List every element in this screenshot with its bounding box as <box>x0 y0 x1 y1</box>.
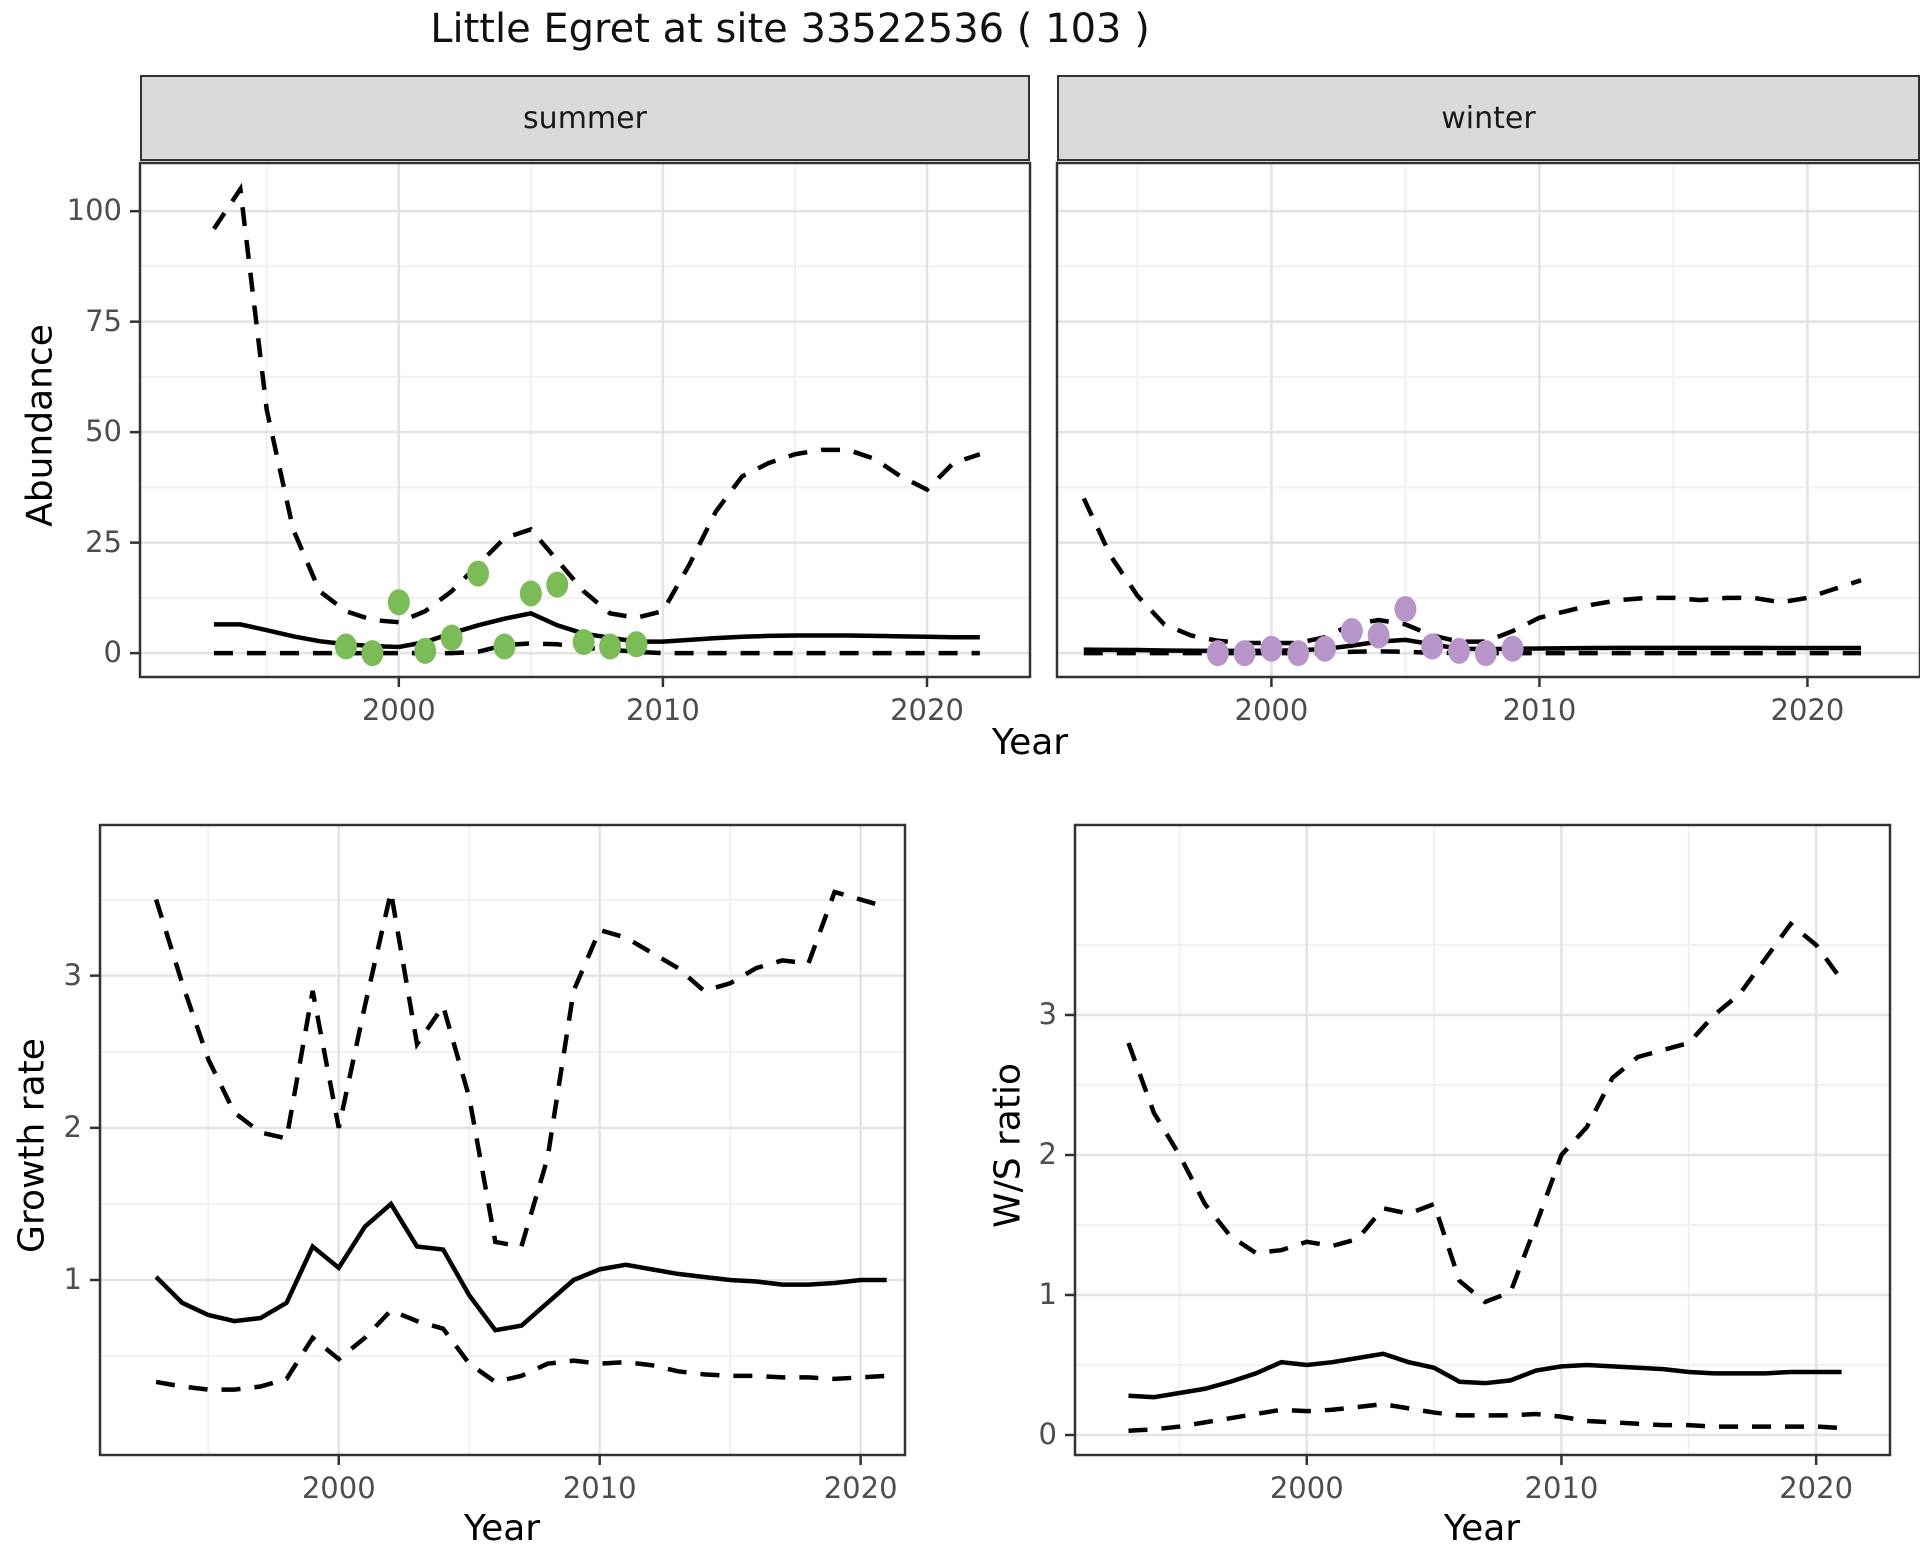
abundance-summer-x-tick-label: 2020 <box>890 693 964 727</box>
growth-rate-y-tick-label: 3 <box>63 957 82 992</box>
growth-rate-fitted-line <box>154 1200 887 1333</box>
abundance-summer-y-tick-label: 50 <box>85 414 122 449</box>
observed-summer-point <box>625 631 648 658</box>
observed-winter-point <box>1206 640 1229 667</box>
abundance-summer-y-tick-label: 25 <box>85 524 122 559</box>
observed-winter-point <box>1287 640 1310 667</box>
observed-summer-point <box>467 560 490 587</box>
observed-summer-point <box>572 629 595 656</box>
growth-rate-y-tick-label: 2 <box>63 1109 82 1144</box>
abundance-summer-x-tick-label: 2000 <box>361 693 436 727</box>
abundance-winter-upper_ci-line <box>1081 497 1862 646</box>
observed-winter-point <box>1340 618 1363 645</box>
abundance-summer-lower_ci-line <box>213 641 980 656</box>
observed-winter-point <box>1260 635 1283 662</box>
observed-winter-point <box>1501 635 1524 662</box>
abundance-summer-y-tick-label: 100 <box>66 193 122 228</box>
observed-winter-point <box>1233 640 1256 667</box>
observed-summer-point <box>599 633 622 660</box>
abundance-winter-x-tick-label: 2010 <box>1502 693 1577 727</box>
observed-winter-point <box>1448 637 1471 664</box>
observed-summer-point <box>387 589 410 616</box>
growth-rate-x-tick-label: 2020 <box>823 1471 898 1505</box>
ws-ratio-lower_ci-line <box>1128 1401 1842 1434</box>
observed-summer-point <box>334 633 357 660</box>
ws-ratio-y-tick-label: 3 <box>1038 996 1057 1031</box>
facet-strip-summer: summer <box>140 75 1030 161</box>
growth-rate-x-tick-label: 2010 <box>562 1471 637 1505</box>
ws-ratio-y-tick-label: 1 <box>1038 1276 1057 1311</box>
abundance-summer-y-tick-label: 75 <box>85 303 122 338</box>
abundance-winter-panel <box>1055 161 1920 687</box>
observed-winter-point <box>1421 633 1444 660</box>
observed-winter-point <box>1394 595 1417 622</box>
facet-strip-winter-label: winter <box>1441 100 1536 136</box>
growth-rate-panel <box>90 823 907 1465</box>
bottom-right-x-axis-title: Year <box>1443 1508 1521 1549</box>
growth-rate-upper_ci-line <box>153 889 888 1250</box>
observed-summer-point <box>440 624 463 651</box>
abundance-summer-y-tick-label: 0 <box>103 635 122 670</box>
observed-winter-point <box>1367 622 1390 649</box>
growth-rate-lower_ci-line <box>155 1307 887 1392</box>
observed-summer-point <box>519 580 542 607</box>
observed-summer-point <box>361 640 384 667</box>
growth-rate-y-tick-label: 1 <box>63 1262 82 1296</box>
observed-summer-point <box>414 637 437 664</box>
ws-ratio-panel <box>1065 823 1892 1465</box>
abundance-summer-panel <box>130 161 1032 687</box>
ws-ratio-upper_ci-line <box>1126 920 1844 1305</box>
page-title: Little Egret at site 33522536 ( 103 ) <box>430 6 1150 52</box>
facet-strip-summer-label: summer <box>523 100 647 136</box>
abundance-summer-x-tick-label: 2010 <box>626 693 700 727</box>
top-x-axis-title: Year <box>991 722 1069 763</box>
ws-ratio-fitted-line <box>1128 1351 1842 1400</box>
bottom-left-x-axis-title: Year <box>463 1508 541 1549</box>
ws-ratio-x-tick-label: 2000 <box>1269 1471 1344 1505</box>
observed-winter-point <box>1474 640 1497 667</box>
ws-ratio-x-tick-label: 2010 <box>1524 1471 1599 1505</box>
ws-ratio-y-tick-label: 2 <box>1038 1136 1057 1171</box>
abundance-winter-x-tick-label: 2020 <box>1770 693 1845 727</box>
abundance-winter-x-tick-label: 2000 <box>1234 693 1309 727</box>
facet-strip-winter: winter <box>1057 75 1920 161</box>
ws-ratio-y-tick-label: 0 <box>1038 1416 1057 1451</box>
abundance-summer-upper_ci-line <box>212 182 981 625</box>
ws-ratio-x-tick-label: 2020 <box>1779 1471 1854 1505</box>
observed-winter-point <box>1314 635 1337 662</box>
observed-summer-point <box>546 571 569 598</box>
growth-rate-x-tick-label: 2000 <box>301 1471 376 1505</box>
observed-summer-point <box>493 633 516 660</box>
